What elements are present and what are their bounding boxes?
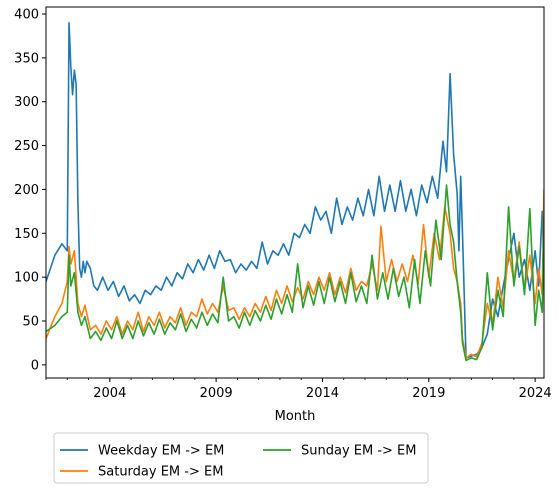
y-tick-label: 300 — [14, 95, 39, 110]
x-axis: 2004 2009 2014 2019 2024 — [45, 378, 552, 401]
plot-frame — [45, 6, 545, 379]
legend-box — [53, 432, 429, 484]
series-line-1 — [46, 21, 544, 359]
y-tick-label: 150 — [14, 227, 39, 242]
plot-lines — [46, 21, 544, 362]
y-tick-label: 250 — [14, 139, 39, 154]
y-tick-label: 50 — [22, 314, 39, 329]
legend-label: Saturday EM -> EM — [98, 465, 223, 480]
x-tick-label: 2014 — [306, 386, 339, 401]
x-tick-label: 2009 — [200, 386, 233, 401]
y-tick-label: 350 — [14, 51, 39, 66]
x-axis-label: Month — [275, 409, 316, 424]
y-axis: 0 50 100 150 200 250 300 350 400 — [14, 8, 46, 373]
legend-label: Sunday EM -> EM — [301, 444, 416, 459]
x-tick-label: 2019 — [412, 386, 445, 401]
y-tick-label: 0 — [31, 358, 39, 373]
legend-label: Weekday EM -> EM — [98, 444, 224, 459]
x-tick-label: 2004 — [93, 386, 126, 401]
y-tick-label: 400 — [14, 8, 39, 23]
x-tick-label: 2024 — [519, 386, 552, 401]
series-line-3 — [46, 184, 544, 362]
y-tick-label: 100 — [14, 271, 39, 286]
y-tick-label: 200 — [14, 183, 39, 198]
legend: Weekday EM -> EM Saturday EM -> EM Sunday … — [53, 432, 429, 484]
